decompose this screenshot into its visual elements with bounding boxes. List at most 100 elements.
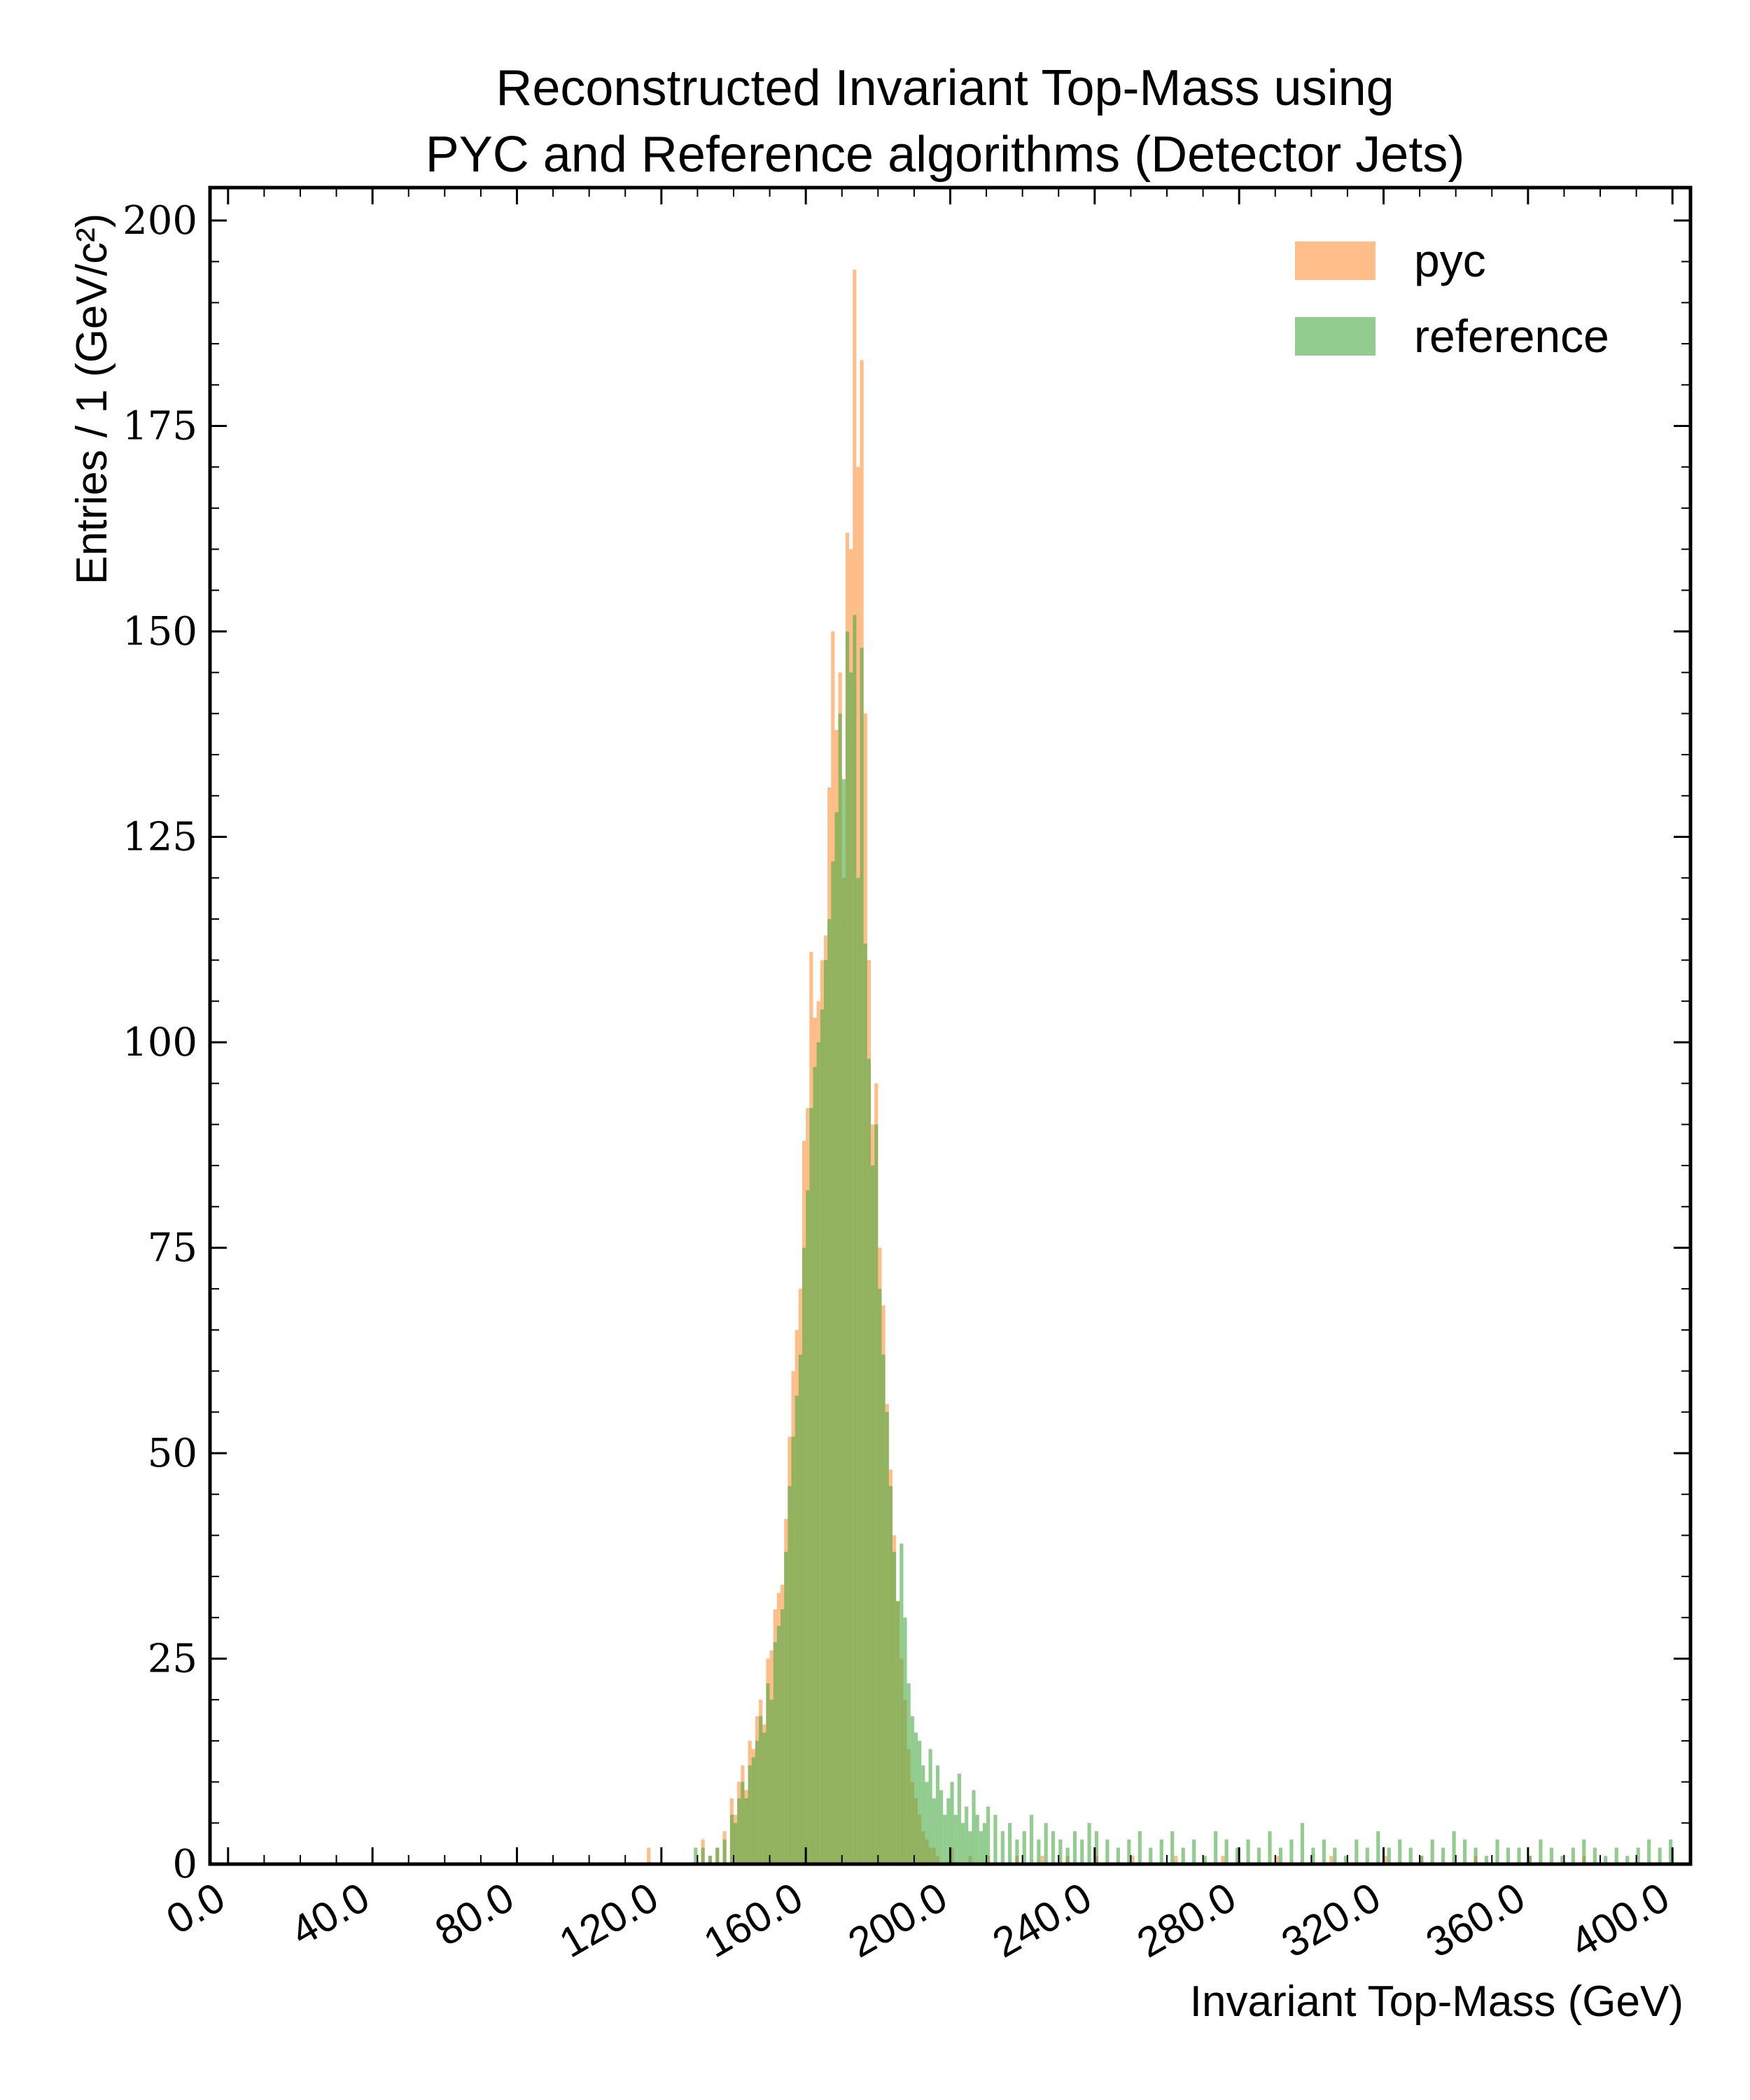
reference-bar — [1170, 1831, 1175, 1864]
reference-bar — [1365, 1847, 1369, 1864]
reference-bar — [1527, 1856, 1532, 1864]
reference-bar — [838, 713, 842, 1864]
x-tick-label: 120.0 — [552, 1873, 666, 1966]
reference-bar — [766, 1683, 770, 1864]
reference-bar — [972, 1790, 976, 1864]
reference-bar — [1430, 1839, 1434, 1864]
reference-bar — [1037, 1839, 1041, 1864]
reference-bar — [853, 615, 857, 1864]
reference-bar — [885, 1412, 889, 1864]
pyc-bar — [1383, 1856, 1387, 1864]
y-tick-label: 50 — [148, 1431, 197, 1476]
reference-bar — [791, 1436, 795, 1864]
reference-bar — [950, 1782, 954, 1864]
y-tick-label: 100 — [122, 1020, 197, 1065]
reference-bar — [1636, 1847, 1640, 1864]
reference-bar — [1658, 1847, 1662, 1864]
reference-bar — [899, 1544, 904, 1864]
reference-bar — [1484, 1856, 1489, 1864]
reference-bar — [1398, 1839, 1402, 1864]
reference-bar — [1278, 1847, 1283, 1864]
reference-bar — [1080, 1839, 1084, 1864]
reference-bar — [1072, 1831, 1077, 1864]
reference-bar — [925, 1782, 929, 1864]
reference-bar — [834, 812, 839, 1864]
reference-bar — [722, 1839, 727, 1864]
reference-bar — [1408, 1847, 1413, 1864]
reference-bar — [784, 1551, 788, 1864]
reference-bar — [1149, 1847, 1153, 1864]
pyc-bar — [1174, 1856, 1178, 1864]
reference-bar — [1343, 1856, 1348, 1864]
reference-bar — [1094, 1831, 1098, 1864]
reference-bar — [1311, 1847, 1315, 1864]
chart-title-line2: PYC and Reference algorithms (Detector J… — [426, 127, 1465, 183]
reference-bar — [1420, 1856, 1424, 1864]
y-tick-label: 200 — [122, 198, 197, 244]
reference-bar — [1517, 1847, 1521, 1864]
reference-bar — [943, 1814, 947, 1864]
reference-bar — [1582, 1839, 1586, 1864]
reference-bar — [794, 1395, 799, 1864]
reference-bar — [888, 1485, 892, 1864]
reference-bar — [1387, 1847, 1391, 1864]
reference-bar — [1268, 1831, 1272, 1864]
x-tick-label: 80.0 — [427, 1873, 522, 1954]
pyc-bar — [1275, 1856, 1279, 1864]
reference-bar — [1539, 1839, 1543, 1864]
legend-label-pyc: pyc — [1414, 234, 1486, 286]
reference-bar — [715, 1847, 720, 1864]
reference-bar — [1506, 1847, 1511, 1864]
reference-bar — [806, 1190, 810, 1864]
reference-bar — [871, 1166, 875, 1864]
x-tick-label: 320.0 — [1273, 1873, 1388, 1966]
reference-bar — [1571, 1847, 1575, 1864]
legend: pyc reference — [1295, 234, 1609, 362]
reference-bar — [1224, 1839, 1228, 1864]
reference-bar — [788, 1485, 792, 1864]
reference-bar — [755, 1740, 760, 1864]
y-axis-label: Entries / 1 (GeV/c²) — [68, 214, 116, 585]
legend-swatch-pyc — [1295, 241, 1376, 280]
reference-bar — [823, 960, 828, 1864]
reference-bar — [1333, 1847, 1337, 1864]
reference-bar — [845, 631, 850, 1864]
y-tick-label: 0 — [172, 1842, 197, 1887]
x-tick-label: 280.0 — [1129, 1873, 1244, 1966]
reference-bar — [918, 1740, 922, 1864]
reference-bar — [1441, 1847, 1446, 1864]
reference-bar — [856, 878, 860, 1864]
axis-ticks — [210, 188, 1690, 1865]
reference-bar — [1116, 1847, 1120, 1864]
reference-bar — [953, 1814, 958, 1864]
reference-bar — [896, 1601, 900, 1864]
reference-bar — [1105, 1839, 1110, 1864]
reference-bar — [968, 1831, 972, 1864]
reference-bar — [1214, 1831, 1218, 1864]
reference-bar — [780, 1609, 785, 1864]
reference-bar — [802, 1247, 806, 1864]
x-tick-label: 360.0 — [1418, 1873, 1533, 1966]
y-tick-label: 125 — [122, 814, 197, 860]
y-tick-label: 25 — [148, 1636, 197, 1681]
reference-bar — [694, 1847, 698, 1864]
chart-title-line1: Reconstructed Invariant Top-Mass using — [496, 60, 1394, 116]
plot-frame — [208, 186, 1693, 1866]
reference-bar — [1256, 1847, 1261, 1864]
x-axis-label: Invariant Top-Mass (GeV) — [1190, 1977, 1684, 2026]
reference-bar — [1647, 1839, 1651, 1864]
y-tick-label: 150 — [122, 609, 197, 654]
pyc-bar — [1130, 1856, 1135, 1864]
reference-bar — [910, 1716, 914, 1864]
reference-bar — [1029, 1814, 1034, 1864]
reference-bar — [913, 1732, 918, 1864]
x-tick-labels: 0.0 40.0 80.0 120.0 160.0 200.0 240.0 280.0 320.… — [159, 1873, 1677, 1966]
reference-bar — [1203, 1856, 1207, 1864]
reference-bar — [1495, 1839, 1499, 1864]
reference-bar — [1614, 1847, 1618, 1864]
reference-bar — [701, 1847, 705, 1864]
x-tick-label: 40.0 — [283, 1873, 377, 1954]
reference-bar — [1452, 1831, 1456, 1864]
pyc-bar — [1040, 1856, 1044, 1864]
reference-bar — [932, 1798, 936, 1864]
